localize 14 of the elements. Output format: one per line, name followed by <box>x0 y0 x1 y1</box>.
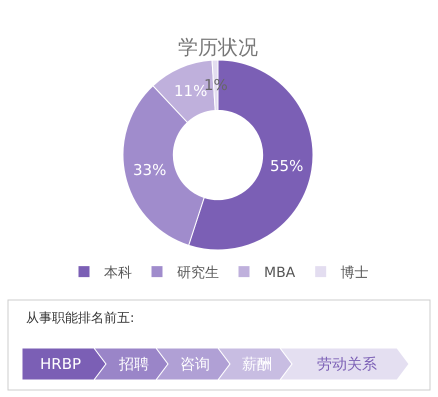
category-label: 招聘 <box>118 355 149 373</box>
category-label: 薪酬 <box>242 355 272 373</box>
category-label: 劳动关系 <box>317 355 377 373</box>
legend-label: 博士 <box>340 265 369 282</box>
legend-label: 研究生 <box>177 265 219 282</box>
category-label: HRBP <box>40 355 82 373</box>
data-label: 11% <box>174 82 208 100</box>
text: 从事职能排名前五: <box>26 311 134 326</box>
data-label: 55% <box>270 157 304 175</box>
legend-label: MBA <box>264 265 296 282</box>
category-label: 咨询 <box>180 355 210 373</box>
legend-label: 本科 <box>104 265 132 282</box>
data-label: 33% <box>133 161 166 179</box>
chart-title: 学历状况 <box>178 35 258 59</box>
